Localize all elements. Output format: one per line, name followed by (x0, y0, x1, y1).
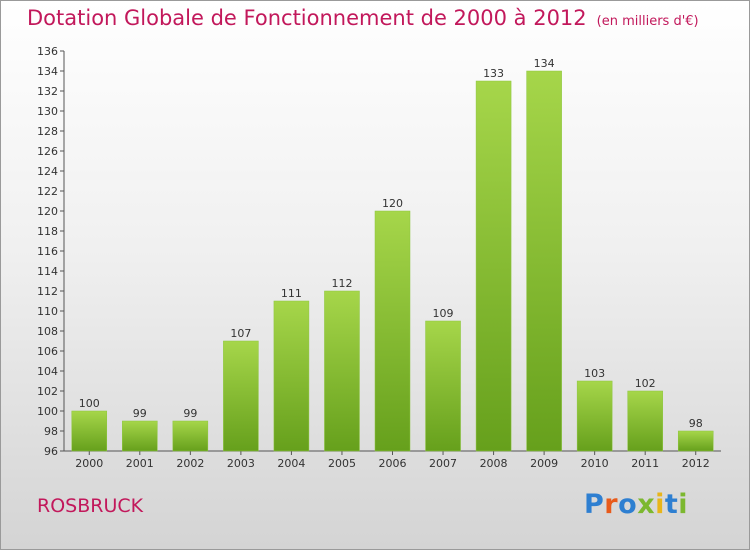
x-tick-label: 2001 (126, 457, 154, 470)
x-tick-label: 2010 (581, 457, 609, 470)
x-tick-label: 2007 (429, 457, 457, 470)
data-labels: 100 99 99 107 111 112 120 109 133 134 103 102 98 (79, 57, 703, 430)
bar (273, 300, 310, 452)
value-label: 98 (689, 417, 703, 430)
chart-title: Dotation Globale de Fonctionnement de 20… (27, 6, 699, 30)
x-tick-label: 2006 (379, 457, 407, 470)
bar (526, 70, 562, 452)
bar (425, 320, 461, 452)
y-tick-label: 130 (37, 105, 58, 118)
y-tick-label: 132 (37, 85, 58, 98)
value-label: 133 (483, 67, 504, 80)
y-tick-label: 106 (37, 345, 58, 358)
value-label: 102 (635, 377, 656, 390)
value-label: 112 (331, 277, 352, 290)
value-label: 107 (230, 327, 251, 340)
y-tick-label: 136 (37, 45, 58, 58)
bar (71, 410, 108, 452)
y-tick-label: 112 (37, 285, 58, 298)
bar (374, 210, 411, 452)
value-label: 100 (79, 397, 100, 410)
y-tick-label: 104 (37, 365, 58, 378)
x-tick-label: 2011 (631, 457, 659, 470)
y-tick-label: 116 (37, 245, 58, 258)
value-label: 99 (133, 407, 147, 420)
bar (475, 80, 512, 452)
x-tick-label: 2004 (277, 457, 305, 470)
x-tick-label: 2012 (682, 457, 710, 470)
title-unit: (en milliers d'€) (596, 14, 699, 29)
logo-letter: P (584, 489, 605, 520)
y-tick-label: 102 (37, 385, 58, 398)
bar (172, 420, 209, 452)
value-label: 103 (584, 367, 605, 380)
x-tick-label: 2000 (75, 457, 103, 470)
y-tick-label: 114 (37, 265, 58, 278)
title-text: Dotation Globale de Fonctionnement de 20… (27, 6, 587, 30)
logo-letter: r (604, 489, 619, 520)
x-tick-label: 2009 (530, 457, 558, 470)
y-tick-label: 120 (37, 205, 58, 218)
y-tick-label: 110 (37, 305, 58, 318)
bar (677, 430, 714, 452)
x-tick-label: 2002 (176, 457, 204, 470)
value-label: 111 (281, 287, 302, 300)
proxiti-logo[interactable]: Proxiti (584, 489, 688, 520)
bar (122, 420, 158, 452)
y-tick-label: 124 (37, 165, 58, 178)
bars (71, 70, 714, 452)
axes: 96 98 100 102 104 106 108 110 112 114 116 118 120 122… (37, 45, 721, 470)
y-tick-label: 126 (37, 145, 58, 158)
logo-letter: t (664, 489, 679, 520)
y-tick-label: 100 (37, 405, 58, 418)
value-label: 109 (433, 307, 454, 320)
y-tick-label: 118 (37, 225, 58, 238)
x-tick-label: 2005 (328, 457, 356, 470)
y-tick-label: 108 (37, 325, 58, 338)
bar (223, 340, 259, 452)
y-tick-label: 134 (37, 65, 58, 78)
value-label: 120 (382, 197, 403, 210)
x-tick-label: 2008 (480, 457, 508, 470)
logo-letter: x (637, 489, 656, 520)
logo-letter: i (678, 489, 689, 520)
y-tick-label: 122 (37, 185, 58, 198)
bar (627, 390, 663, 452)
bar (576, 380, 613, 452)
x-tick-label: 2003 (227, 457, 255, 470)
value-label: 99 (183, 407, 197, 420)
bar (324, 290, 360, 452)
y-tick-label: 96 (44, 445, 58, 458)
logo-letter: i (655, 489, 665, 520)
y-tick-label: 128 (37, 125, 58, 138)
commune-name: ROSBRUCK (37, 495, 144, 517)
logo-letter: o (618, 489, 638, 520)
y-tick-label: 98 (44, 425, 58, 438)
value-label: 134 (534, 57, 555, 70)
